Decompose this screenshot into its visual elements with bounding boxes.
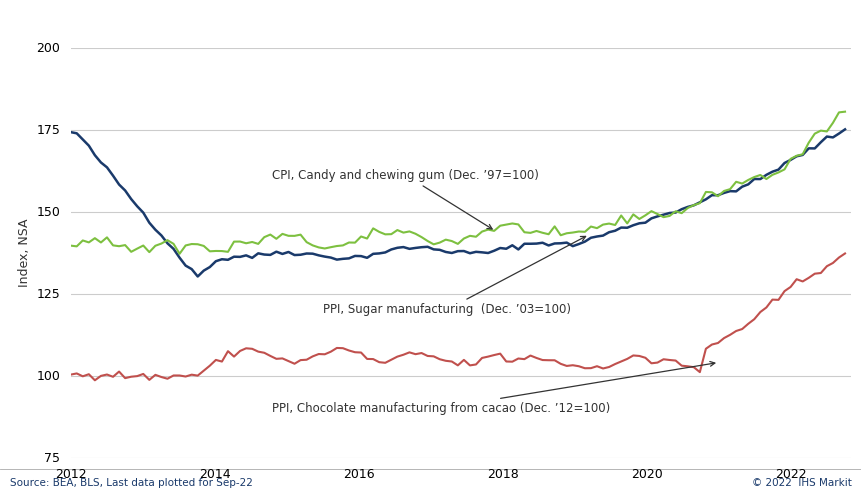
Text: PPI, Sugar manufacturing  (Dec. ’03=100): PPI, Sugar manufacturing (Dec. ’03=100): [322, 236, 585, 316]
Text: CPI, Candy and chewing gum (Dec. ’97=100): CPI, Candy and chewing gum (Dec. ’97=100…: [272, 168, 539, 229]
Y-axis label: Index, NSA: Index, NSA: [18, 218, 31, 287]
Text: © 2022  IHS Markit: © 2022 IHS Markit: [751, 478, 851, 488]
Text: Candy and key ingredient prices: Candy and key ingredient prices: [10, 16, 279, 34]
Text: PPI, Chocolate manufacturing from cacao (Dec. ’12=100): PPI, Chocolate manufacturing from cacao …: [272, 362, 714, 414]
Text: Source: BEA, BLS, Last data plotted for Sep-22: Source: BEA, BLS, Last data plotted for …: [10, 478, 253, 488]
